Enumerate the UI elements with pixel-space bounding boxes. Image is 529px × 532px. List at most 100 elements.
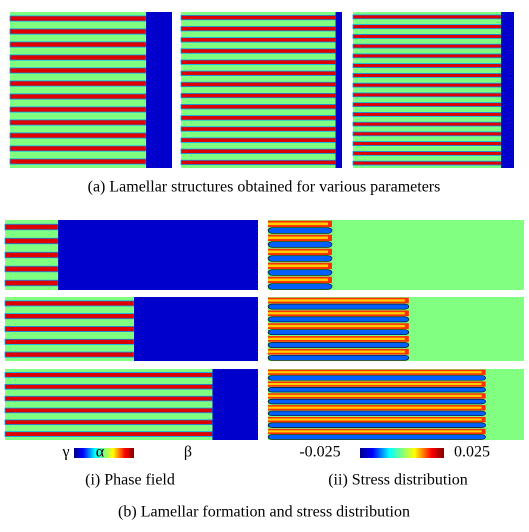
compression-band: [268, 355, 409, 360]
lamella: [181, 38, 336, 42]
lamella: [181, 160, 336, 164]
lamella: [5, 408, 212, 413]
lamella: [10, 42, 146, 47]
lamella: [5, 266, 58, 272]
lamella: [353, 93, 501, 97]
lamella: [5, 280, 58, 286]
beta-region: [336, 12, 342, 168]
beta-region: [501, 12, 514, 168]
lamella: [5, 396, 212, 401]
lamella: [10, 16, 146, 21]
lamella: [10, 146, 146, 151]
beta-region: [212, 369, 258, 440]
lamella: [5, 314, 134, 319]
tension-core: [268, 418, 482, 420]
tension-core: [268, 251, 328, 254]
lamella: [181, 138, 336, 142]
stress-caption: (ii) Stress distribution: [328, 472, 468, 489]
compression-band: [268, 304, 409, 309]
compression-band: [268, 423, 486, 428]
lamella: [5, 420, 212, 425]
lamella: [5, 373, 212, 378]
lamella: [5, 252, 58, 258]
lamella: [181, 82, 336, 86]
tension-core: [268, 279, 328, 282]
lamella: [181, 149, 336, 153]
compression-band: [268, 376, 486, 381]
lamella: [353, 54, 501, 58]
lamella: [5, 301, 134, 306]
lamella: [5, 352, 134, 357]
tension-core: [268, 299, 405, 301]
lamella: [353, 122, 501, 126]
lamella: [353, 112, 501, 116]
beta-label: β: [184, 444, 192, 461]
compression-band: [268, 387, 486, 392]
phase-caption: (i) Phase field: [85, 472, 175, 489]
lamella: [181, 93, 336, 97]
tension-core: [268, 395, 482, 397]
lamella: [181, 127, 336, 131]
lamella: [5, 339, 134, 344]
lamella: [5, 224, 58, 230]
tension-core: [268, 407, 482, 409]
caption-a: (a) Lamellar structures obtained for var…: [88, 179, 441, 196]
lamella: [181, 104, 336, 108]
panel-background: [181, 12, 342, 168]
lamella: [5, 326, 134, 331]
lamella: [353, 44, 501, 48]
lamella: [10, 68, 146, 73]
lamella: [353, 73, 501, 77]
lamella: [10, 107, 146, 112]
compression-band: [268, 330, 409, 335]
lamella: [181, 60, 336, 64]
lamella: [10, 94, 146, 99]
lamella: [10, 55, 146, 60]
compression-band: [268, 242, 332, 248]
lamella: [353, 64, 501, 68]
lamella: [10, 29, 146, 34]
beta-region: [146, 12, 172, 168]
lamella: [353, 83, 501, 87]
tension-core: [268, 265, 328, 268]
lamella: [353, 161, 501, 165]
compression-band: [268, 435, 486, 440]
figure: (a) Lamellar structures obtained for var…: [0, 0, 529, 532]
compression-band: [268, 342, 409, 347]
lamella: [181, 71, 336, 75]
lamella: [353, 103, 501, 107]
lamella: [5, 432, 212, 437]
tension-core: [268, 430, 482, 432]
lamella: [353, 15, 501, 19]
tension-core: [268, 383, 482, 385]
lamella: [353, 34, 501, 38]
tension-core: [268, 338, 405, 340]
lamella: [353, 142, 501, 146]
lamella: [5, 238, 58, 244]
lamella: [181, 116, 336, 120]
tension-core: [268, 325, 405, 327]
alpha-label: α: [96, 444, 105, 461]
compression-band: [268, 256, 332, 262]
stress-min-label: -0.025: [299, 444, 340, 461]
tension-core: [268, 351, 405, 353]
lamella: [5, 384, 212, 389]
tension-core: [268, 223, 328, 226]
beta-region: [134, 297, 258, 361]
lamella: [181, 49, 336, 53]
lamella: [353, 151, 501, 155]
panels: [5, 12, 524, 440]
gamma-label: γ: [61, 444, 69, 461]
compression-band: [268, 317, 409, 322]
compression-band: [268, 270, 332, 276]
tension-core: [268, 237, 328, 240]
stress-colorbar: [360, 448, 444, 458]
lamella: [181, 26, 336, 30]
lamella: [10, 133, 146, 138]
lamella: [10, 159, 146, 164]
compression-band: [268, 399, 486, 404]
lamella: [353, 25, 501, 29]
lamella: [10, 120, 146, 125]
compression-band: [268, 284, 332, 290]
lamella: [181, 15, 336, 19]
